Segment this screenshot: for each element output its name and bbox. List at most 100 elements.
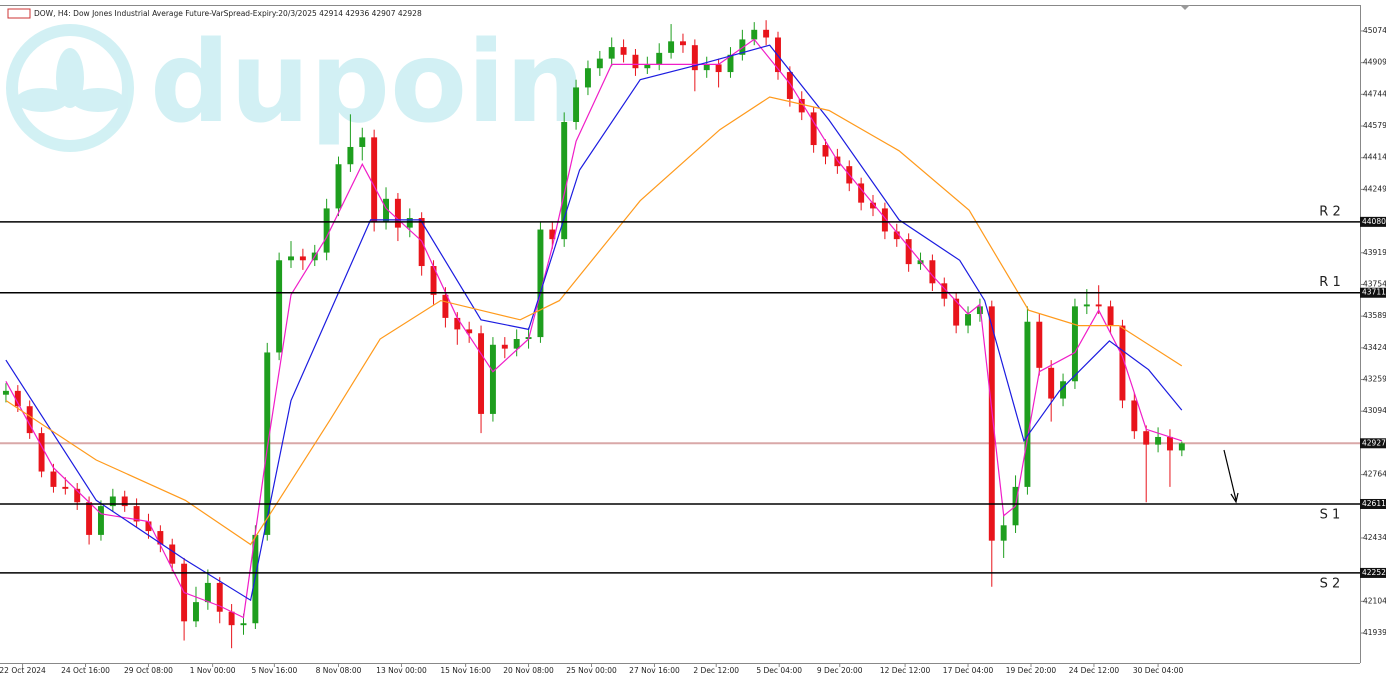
candle-body [109, 496, 116, 507]
candle-body [240, 623, 247, 626]
y-tick-label: 42764 [1363, 470, 1386, 479]
candle-body [881, 208, 888, 232]
candle-body [1048, 367, 1055, 399]
candle-body [953, 298, 960, 326]
candle-body [691, 45, 698, 71]
level-label: S 2 [1320, 576, 1341, 591]
y-tick-label: 42434 [1363, 533, 1386, 542]
candle-body [941, 283, 948, 299]
candle-body [394, 198, 401, 228]
watermark: dupoin [150, 18, 585, 148]
arrow [1223, 449, 1239, 504]
candle-body [430, 266, 437, 295]
candle-body [751, 29, 758, 40]
candle-body [632, 54, 639, 69]
candle-body [537, 229, 544, 338]
candle-body [371, 137, 378, 222]
y-tick-label: 44414 [1363, 153, 1386, 162]
candle-body [383, 198, 389, 222]
candle-body [121, 496, 128, 507]
candle-body [644, 64, 651, 69]
candle-body [1024, 321, 1031, 487]
candle-body [513, 339, 520, 349]
candle-body [335, 164, 342, 209]
y-tick-label: 43094 [1363, 406, 1386, 415]
x-tick-label: 8 Nov 08:00 [316, 666, 362, 675]
level-price-label: 42611 [1362, 499, 1386, 508]
candle-body [26, 406, 33, 434]
candle-body [1000, 525, 1007, 541]
y-tick-label: 42104 [1363, 596, 1386, 605]
candle-body [193, 602, 199, 622]
candle-body [62, 486, 69, 489]
candle-body [596, 58, 603, 69]
level-label: S 1 [1320, 507, 1341, 522]
candle-body [264, 352, 271, 535]
candle-body [228, 611, 235, 626]
candle-body [466, 329, 473, 334]
y-tick-label: 43589 [1363, 311, 1386, 320]
candle-body [442, 294, 449, 318]
level-price-box [1360, 216, 1386, 227]
candle-body [1155, 436, 1162, 445]
candle-body [608, 47, 615, 59]
x-tick-label: 22 Oct 2024 [0, 666, 46, 675]
candle-body [822, 145, 829, 157]
last-price-label: 42927 [1362, 438, 1386, 447]
x-tick-label: 29 Oct 08:00 [124, 666, 173, 675]
candle-body [905, 239, 912, 265]
candle-body [50, 471, 57, 487]
candle-body [976, 306, 983, 315]
level-label: R 2 [1319, 204, 1340, 219]
candle-body [1036, 321, 1043, 368]
candle-body [347, 146, 354, 165]
candle-body [1060, 381, 1067, 399]
candle-body [1131, 400, 1138, 432]
candle-body [703, 64, 710, 71]
candle-body [798, 98, 805, 113]
candle-body [157, 531, 164, 545]
candle-body [584, 68, 591, 88]
candle-body [38, 433, 45, 472]
candle-body [288, 256, 294, 261]
candle-body [917, 260, 924, 265]
candle-body [715, 64, 722, 73]
candle-body [501, 344, 508, 349]
candle-body [870, 202, 876, 209]
x-tick-label: 15 Nov 16:00 [440, 666, 491, 675]
level-price-label: 43711 [1362, 288, 1386, 297]
symbol-icon [7, 8, 31, 19]
level-price-box [1360, 498, 1386, 509]
candle-body [454, 317, 461, 330]
candle-body [1166, 436, 1173, 451]
candle-body [406, 218, 413, 228]
x-tick-label: 30 Dec 04:00 [1133, 666, 1184, 675]
x-tick-label: 2 Dec 12:00 [693, 666, 739, 675]
candle-body [834, 156, 841, 167]
candle-body [893, 231, 900, 240]
y-tick-label: 43919 [1363, 248, 1386, 257]
y-tick-label: 44579 [1363, 121, 1386, 130]
candle-body [478, 333, 485, 414]
candle-body [858, 183, 865, 203]
candle-body [620, 47, 627, 55]
y-tick-label: 45074 [1363, 26, 1386, 35]
candle-body [145, 521, 152, 532]
candle-body [965, 314, 972, 326]
candle-body [727, 54, 734, 73]
x-tick-label: 17 Dec 04:00 [943, 666, 994, 675]
y-tick-label: 44909 [1363, 58, 1386, 67]
level-price-box [1360, 287, 1386, 298]
candle-body [14, 390, 21, 407]
x-tick-label: 19 Dec 20:00 [1006, 666, 1057, 675]
x-tick-label: 13 Nov 00:00 [376, 666, 427, 675]
candle-body [86, 502, 93, 535]
x-tick-label: 24 Oct 16:00 [61, 666, 110, 675]
chart-title: DOW, H4: Dow Jones Industrial Average Fu… [34, 9, 422, 18]
candle-body [133, 506, 140, 522]
x-tick-label: 5 Nov 16:00 [251, 666, 297, 675]
candle-body [359, 137, 366, 147]
candle-body [810, 112, 817, 146]
candle-body [1107, 306, 1114, 326]
